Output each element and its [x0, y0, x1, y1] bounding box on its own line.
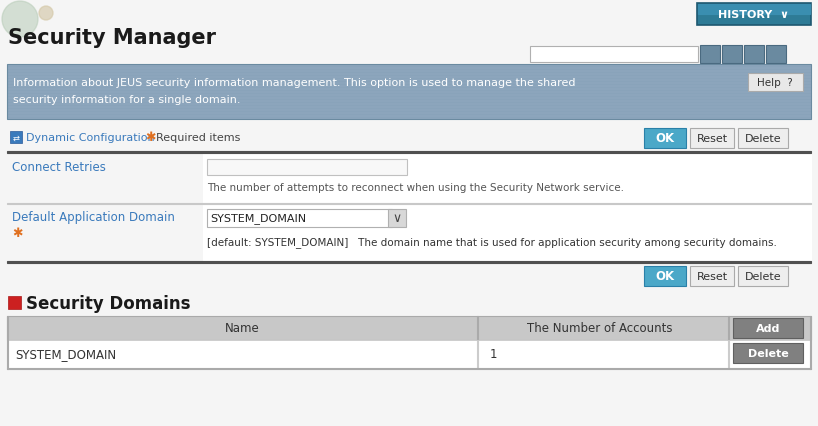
- Text: SYSTEM_DOMAIN: SYSTEM_DOMAIN: [210, 213, 306, 224]
- Bar: [8, 115, 811, 116]
- Bar: [8, 100, 811, 101]
- Text: Add: Add: [756, 323, 780, 333]
- Text: 1: 1: [490, 348, 497, 361]
- Bar: [530, 47, 698, 63]
- Text: Required items: Required items: [156, 132, 240, 143]
- Circle shape: [2, 2, 38, 38]
- Text: Delete: Delete: [744, 271, 781, 281]
- Text: security information for a single domain.: security information for a single domain…: [13, 95, 240, 105]
- Text: Reset: Reset: [696, 134, 727, 144]
- Bar: [7, 316, 8, 369]
- Text: Security Manager: Security Manager: [8, 28, 216, 48]
- Text: Connect Retries: Connect Retries: [12, 161, 106, 174]
- Text: Dynamic Configuration: Dynamic Configuration: [26, 132, 155, 143]
- Bar: [207, 210, 392, 227]
- Bar: [8, 118, 811, 119]
- Bar: [733, 318, 803, 338]
- Bar: [8, 73, 811, 74]
- Bar: [7, 154, 203, 204]
- Bar: [8, 82, 811, 83]
- Bar: [722, 46, 742, 64]
- Bar: [738, 129, 788, 149]
- Bar: [207, 160, 407, 176]
- Bar: [8, 76, 811, 77]
- Bar: [8, 296, 21, 309]
- Text: Security Domains: Security Domains: [26, 294, 191, 312]
- Bar: [8, 88, 811, 89]
- Bar: [8, 103, 811, 104]
- Text: SYSTEM_DOMAIN: SYSTEM_DOMAIN: [15, 348, 116, 361]
- Text: OK: OK: [655, 132, 675, 145]
- Bar: [644, 266, 686, 286]
- Bar: [698, 5, 810, 15]
- Bar: [7, 340, 811, 368]
- Bar: [477, 340, 478, 368]
- Bar: [8, 85, 811, 86]
- Bar: [8, 112, 811, 113]
- Bar: [477, 316, 478, 340]
- Bar: [203, 154, 811, 204]
- Bar: [690, 129, 734, 149]
- Bar: [8, 106, 811, 107]
- Bar: [7, 65, 811, 120]
- Bar: [388, 210, 406, 227]
- Bar: [644, 129, 686, 149]
- Bar: [690, 266, 734, 286]
- Text: OK: OK: [655, 270, 675, 283]
- Bar: [697, 4, 811, 26]
- Text: ✱: ✱: [145, 131, 155, 144]
- Bar: [700, 46, 720, 64]
- Bar: [8, 91, 811, 92]
- Bar: [7, 316, 811, 340]
- Text: ∨: ∨: [393, 212, 402, 225]
- Text: Information about JEUS security information management. This option is used to m: Information about JEUS security informat…: [13, 78, 576, 88]
- Bar: [766, 46, 786, 64]
- Text: Name: Name: [225, 322, 259, 335]
- Bar: [8, 109, 811, 110]
- Bar: [744, 46, 764, 64]
- Bar: [8, 94, 811, 95]
- Text: The number of attempts to reconnect when using the Security Network service.: The number of attempts to reconnect when…: [207, 183, 624, 193]
- Bar: [7, 126, 811, 152]
- Text: Delete: Delete: [748, 348, 789, 358]
- Bar: [738, 266, 788, 286]
- Bar: [748, 74, 803, 92]
- Text: Help  ?: Help ?: [757, 78, 793, 88]
- Bar: [8, 97, 811, 98]
- Bar: [10, 132, 22, 144]
- Text: Delete: Delete: [744, 134, 781, 144]
- Bar: [8, 70, 811, 71]
- Bar: [733, 343, 803, 363]
- Bar: [810, 316, 811, 369]
- Bar: [8, 67, 811, 68]
- Text: Default Application Domain: Default Application Domain: [12, 211, 175, 224]
- Circle shape: [39, 7, 53, 21]
- Text: [default: SYSTEM_DOMAIN]   The domain name that is used for application security: [default: SYSTEM_DOMAIN] The domain name…: [207, 237, 777, 248]
- Bar: [7, 204, 203, 260]
- Bar: [8, 79, 811, 80]
- Bar: [7, 262, 811, 263]
- Bar: [728, 340, 729, 368]
- Text: ⇄: ⇄: [12, 133, 20, 142]
- Text: The Number of Accounts: The Number of Accounts: [528, 322, 672, 335]
- Bar: [203, 204, 811, 260]
- Bar: [7, 152, 811, 154]
- Text: HISTORY  ∨: HISTORY ∨: [718, 10, 789, 20]
- Text: Reset: Reset: [696, 271, 727, 281]
- Bar: [728, 316, 729, 340]
- Text: ✱: ✱: [12, 227, 23, 240]
- Bar: [7, 368, 811, 369]
